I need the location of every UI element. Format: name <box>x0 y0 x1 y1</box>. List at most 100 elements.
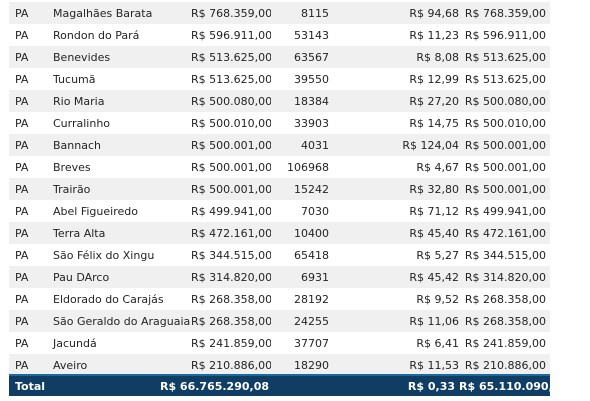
cell-valor2: R$ 472.161,00 <box>464 226 546 240</box>
cell-populacao: 63567 <box>294 50 329 64</box>
cell-uf: PA <box>15 94 29 108</box>
cell-valor2: R$ 500.080,00 <box>464 94 546 108</box>
cell-valor: R$ 768.359,00 <box>191 6 271 20</box>
total-valor2: R$ 65.110.090,08 <box>459 379 550 393</box>
cell-municipio: Tucumã <box>53 72 96 86</box>
cell-uf: PA <box>15 314 29 328</box>
cell-populacao: 7030 <box>301 204 329 218</box>
table-row[interactable]: PA Rio Maria R$ 500.080,00 18384 R$ 27,20 R$ … <box>9 90 550 112</box>
cell-valor2: R$ 513.625,00 <box>464 50 546 64</box>
cell-valor: R$ 241.859,00 <box>191 336 271 350</box>
cell-per-capita: R$ 8,08 <box>416 50 459 64</box>
cell-municipio: Bannach <box>53 138 101 152</box>
cell-uf: PA <box>15 292 29 306</box>
table-row[interactable]: PA Tucumã R$ 513.625,00 39550 R$ 12,99 R$ 513… <box>9 68 550 90</box>
cell-municipio: Abel Figueiredo <box>53 204 138 218</box>
cell-valor2: R$ 500.010,00 <box>464 116 546 130</box>
cell-municipio: São Geraldo do Araguaia <box>53 314 191 328</box>
cell-valor2: R$ 268.358,00 <box>464 292 546 306</box>
cell-populacao: 18290 <box>294 358 329 372</box>
table-row[interactable]: PA Rondon do Pará R$ 596.911,00 53143 R$ 11,… <box>9 24 550 46</box>
table-row[interactable]: PA Magalhães Barata R$ 768.359,00 8115 R$ 94… <box>9 2 550 24</box>
cell-per-capita: R$ 45,40 <box>409 226 459 240</box>
cell-valor: R$ 500.080,00 <box>191 94 271 108</box>
cell-per-capita: R$ 45,42 <box>409 270 459 284</box>
table-row[interactable]: PA Curralinho R$ 500.010,00 33903 R$ 14,75 R$… <box>9 112 550 134</box>
total-valor: R$ 66.765.290,08 <box>159 379 269 393</box>
cell-valor: R$ 344.515,00 <box>191 248 271 262</box>
cell-valor: R$ 500.010,00 <box>191 116 271 130</box>
cell-valor: R$ 268.358,00 <box>191 292 271 306</box>
cell-valor2: R$ 596.911,00 <box>464 28 546 42</box>
cell-valor2: R$ 500.001,00 <box>464 182 546 196</box>
cell-valor: R$ 314.820,00 <box>191 270 271 284</box>
cell-per-capita: R$ 11,23 <box>409 28 459 42</box>
table-row[interactable]: PA Eldorado do Carajás R$ 268.358,00 28192 R… <box>9 288 550 310</box>
cell-per-capita: R$ 9,52 <box>416 292 459 306</box>
cell-valor2: R$ 314.820,00 <box>464 270 546 284</box>
cell-populacao: 33903 <box>294 116 329 130</box>
cell-municipio: Jacundá <box>53 336 97 350</box>
cell-per-capita: R$ 124,04 <box>402 138 459 152</box>
cell-uf: PA <box>15 204 29 218</box>
cell-per-capita: R$ 14,75 <box>409 116 459 130</box>
cell-valor2: R$ 499.941,00 <box>464 204 546 218</box>
cell-municipio: Aveiro <box>53 358 88 372</box>
cell-valor2: R$ 500.001,00 <box>464 160 546 174</box>
cell-uf: PA <box>15 226 29 240</box>
cell-valor2: R$ 210.886,00 <box>464 358 546 372</box>
cell-valor: R$ 268.358,00 <box>191 314 271 328</box>
cell-populacao: 28192 <box>294 292 329 306</box>
cell-populacao: 106968 <box>287 160 329 174</box>
table-row[interactable]: PA Trairão R$ 500.001,00 15242 R$ 32,80 R$ 50… <box>9 178 550 200</box>
cell-populacao: 37707 <box>294 336 329 350</box>
cell-uf: PA <box>15 160 29 174</box>
cell-municipio: Breves <box>53 160 91 174</box>
cell-municipio: Eldorado do Carajás <box>53 292 164 306</box>
cell-municipio: Magalhães Barata <box>53 6 153 20</box>
cell-municipio: Rondon do Pará <box>53 28 140 42</box>
cell-per-capita: R$ 12,99 <box>409 72 459 86</box>
table-row[interactable]: PA Terra Alta R$ 472.161,00 10400 R$ 45,40 R$… <box>9 222 550 244</box>
cell-uf: PA <box>15 28 29 42</box>
table-row[interactable]: PA Aveiro R$ 210.886,00 18290 R$ 11,53 R$ 210… <box>9 354 550 376</box>
cell-uf: PA <box>15 72 29 86</box>
cell-populacao: 4031 <box>301 138 329 152</box>
cell-valor2: R$ 241.859,00 <box>464 336 546 350</box>
cell-populacao: 18384 <box>294 94 329 108</box>
table-row[interactable]: PA Bannach R$ 500.001,00 4031 R$ 124,04 R$ 50… <box>9 134 550 156</box>
cell-uf: PA <box>15 336 29 350</box>
cell-valor2: R$ 768.359,00 <box>464 6 546 20</box>
cell-valor2: R$ 500.001,00 <box>464 138 546 152</box>
cell-valor: R$ 500.001,00 <box>191 138 271 152</box>
table-row[interactable]: PA Breves R$ 500.001,00 106968 R$ 4,67 R$ 500… <box>9 156 550 178</box>
cell-per-capita: R$ 71,12 <box>409 204 459 218</box>
cell-per-capita: R$ 11,06 <box>409 314 459 328</box>
cell-uf: PA <box>15 116 29 130</box>
table-row[interactable]: PA São Félix do Xingu R$ 344.515,00 65418 R$… <box>9 244 550 266</box>
cell-valor: R$ 499.941,00 <box>191 204 271 218</box>
cell-municipio: Terra Alta <box>53 226 106 240</box>
total-label: Total <box>15 379 46 393</box>
cell-per-capita: R$ 27,20 <box>409 94 459 108</box>
cell-municipio: Rio Maria <box>53 94 105 108</box>
data-table: PA Magalhães Barata R$ 768.359,00 8115 R$ 94… <box>9 2 550 376</box>
cell-valor: R$ 500.001,00 <box>191 160 271 174</box>
cell-valor2: R$ 344.515,00 <box>464 248 546 262</box>
cell-uf: PA <box>15 358 29 372</box>
cell-uf: PA <box>15 50 29 64</box>
table-row[interactable]: PA Jacundá R$ 241.859,00 37707 R$ 6,41 R$ 241… <box>9 332 550 354</box>
cell-per-capita: R$ 6,41 <box>416 336 459 350</box>
table-row[interactable]: PA São Geraldo do Araguaia R$ 268.358,00 24… <box>9 310 550 332</box>
cell-per-capita: R$ 94,68 <box>409 6 459 20</box>
cell-populacao: 8115 <box>301 6 329 20</box>
cell-uf: PA <box>15 182 29 196</box>
table-row[interactable]: PA Pau DArco R$ 314.820,00 6931 R$ 45,42 R$ 3… <box>9 266 550 288</box>
table-row[interactable]: PA Benevides R$ 513.625,00 63567 R$ 8,08 R$ 5… <box>9 46 550 68</box>
cell-valor: R$ 596.911,00 <box>191 28 271 42</box>
cell-valor: R$ 472.161,00 <box>191 226 271 240</box>
cell-valor2: R$ 513.625,00 <box>464 72 546 86</box>
cell-populacao: 24255 <box>294 314 329 328</box>
table-row[interactable]: PA Abel Figueiredo R$ 499.941,00 7030 R$ 71,… <box>9 200 550 222</box>
cell-populacao: 10400 <box>294 226 329 240</box>
